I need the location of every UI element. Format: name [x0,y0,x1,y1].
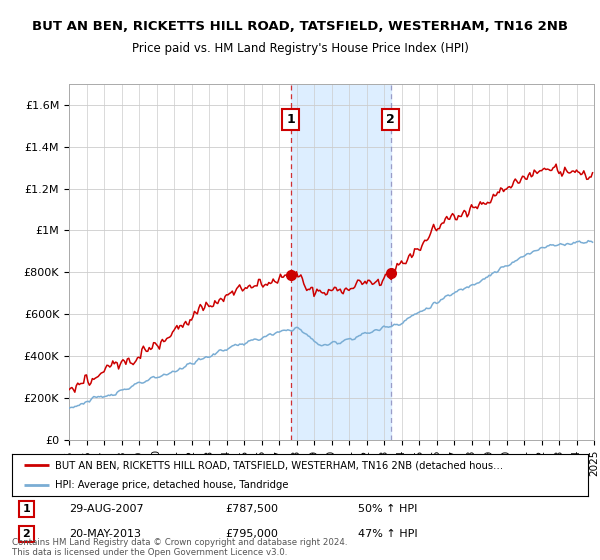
Text: BUT AN BEN, RICKETTS HILL ROAD, TATSFIELD, WESTERHAM, TN16 2NB: BUT AN BEN, RICKETTS HILL ROAD, TATSFIEL… [32,20,568,32]
Text: 47% ↑ HPI: 47% ↑ HPI [358,529,417,539]
Text: Price paid vs. HM Land Registry's House Price Index (HPI): Price paid vs. HM Land Registry's House … [131,42,469,55]
Text: £795,000: £795,000 [225,529,278,539]
Text: Contains HM Land Registry data © Crown copyright and database right 2024.
This d: Contains HM Land Registry data © Crown c… [12,538,347,557]
Text: 20-MAY-2013: 20-MAY-2013 [70,529,142,539]
Text: 50% ↑ HPI: 50% ↑ HPI [358,504,417,514]
Text: HPI: Average price, detached house, Tandridge: HPI: Average price, detached house, Tand… [55,480,289,490]
Text: 2: 2 [23,529,30,539]
Text: 1: 1 [286,113,295,126]
Text: £787,500: £787,500 [225,504,278,514]
Text: BUT AN BEN, RICKETTS HILL ROAD, TATSFIELD, WESTERHAM, TN16 2NB (detached hous…: BUT AN BEN, RICKETTS HILL ROAD, TATSFIEL… [55,460,503,470]
Text: 2: 2 [386,113,395,126]
Bar [290,84,391,440]
Text: 1: 1 [23,504,30,514]
Text: 29-AUG-2007: 29-AUG-2007 [70,504,144,514]
